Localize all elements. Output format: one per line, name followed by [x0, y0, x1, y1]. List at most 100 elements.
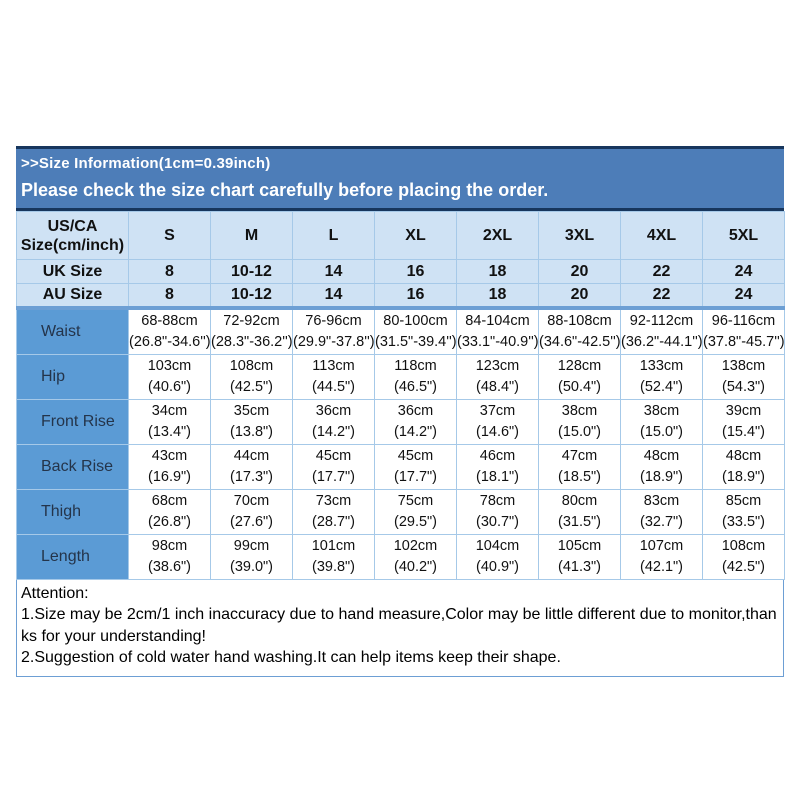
corner-line2: Size(cm/inch) — [20, 236, 125, 254]
measurement-cm: 99cm — [233, 537, 270, 554]
measurement-cell: 37cm (14.6") — [456, 398, 539, 445]
size-header-row: US/CA Size(cm/inch) S M L XL 2XL 3XL 4XL 5XL — [16, 211, 785, 260]
measurement-cell: 72-92cm (28.3"-36.2'') — [210, 307, 293, 355]
measurement-cm: 35cm — [233, 402, 270, 419]
measurement-cell: 99cm (39.0") — [210, 533, 293, 580]
size-value-cell: 22 — [620, 259, 703, 284]
row-label: Thigh — [16, 488, 129, 535]
measurement-cell: 68cm (26.8") — [128, 488, 211, 535]
measurement-cell: 78cm (30.7") — [456, 488, 539, 535]
measurement-cell: 96-116cm (37.8"-45.7'') — [702, 307, 785, 355]
size-value-cell: 18 — [456, 283, 539, 310]
size-header-cell: 5XL — [702, 211, 785, 260]
measurement-cell: 35cm (13.8") — [210, 398, 293, 445]
measurement-inch: (14.2") — [311, 423, 356, 440]
measurement-cm: 123cm — [475, 357, 520, 374]
row-label: Waist — [16, 307, 129, 355]
measurement-row: Thigh 68cm (26.8") 70cm (27.6") 73cm (28.7") 75… — [16, 488, 785, 535]
measurement-inch: (29.9"-37.8'') — [293, 333, 375, 350]
measurement-cell: 133cm (52.4") — [620, 353, 703, 400]
measurement-inch: (17.7") — [311, 468, 356, 485]
measurement-cell: 46cm (18.1") — [456, 443, 539, 490]
measurement-cell: 105cm (41.3") — [538, 533, 621, 580]
measurement-cm: 103cm — [147, 357, 192, 374]
attention-line: ks for your understanding! — [21, 627, 206, 645]
measurement-inch: (38.6") — [147, 558, 192, 575]
measurement-cm: 104cm — [475, 537, 520, 554]
measurement-cm: 68-88cm — [141, 312, 198, 329]
measurement-cell: 88-108cm (34.6"-42.5'') — [538, 307, 621, 355]
measurement-inch: (40.2") — [393, 558, 438, 575]
measurement-cm: 38cm — [643, 402, 680, 419]
measurement-cm: 105cm — [557, 537, 602, 554]
measurement-cm: 98cm — [151, 537, 188, 554]
banner-title: >>Size Information(1cm=0.39inch) — [21, 155, 271, 172]
measurement-cell: 73cm (28.7") — [292, 488, 375, 535]
measurement-cell: 92-112cm (36.2"-44.1'') — [620, 307, 703, 355]
measurement-inch: (42.5") — [721, 558, 766, 575]
measurement-inch: (14.6") — [475, 423, 520, 440]
measurement-cm: 118cm — [394, 357, 437, 374]
measurement-cell: 68-88cm (26.8"-34.6'') — [128, 307, 211, 355]
measurement-inch: (13.4") — [147, 423, 192, 440]
size-value-cell: 10-12 — [210, 259, 293, 284]
measurement-cm: 48cm — [643, 447, 680, 464]
measurement-inch: (30.7") — [475, 513, 520, 530]
measurement-cell: 70cm (27.6") — [210, 488, 293, 535]
measurement-cell: 107cm (42.1") — [620, 533, 703, 580]
measurement-inch: (34.6"-42.5'') — [539, 333, 621, 350]
measurement-cell: 80cm (31.5") — [538, 488, 621, 535]
size-value-cell: 24 — [702, 259, 785, 284]
corner-line1: US/CA — [47, 217, 98, 235]
measurement-inch: (17.3") — [229, 468, 274, 485]
measurement-inch: (32.7") — [639, 513, 684, 530]
measurement-cm: 96-116cm — [711, 312, 776, 329]
size-header-cell: 3XL — [538, 211, 621, 260]
measurement-cell: 47cm (18.5") — [538, 443, 621, 490]
attention-line: 2.Suggestion of cold water hand washing.… — [21, 649, 561, 666]
measurement-cell: 83cm (32.7") — [620, 488, 703, 535]
measurement-inch: (28.3"-36.2'') — [211, 333, 293, 350]
measurement-inch: (44.5") — [311, 378, 356, 395]
measurement-cell: 85cm (33.5") — [702, 488, 785, 535]
measurement-cell: 84-104cm (33.1"-40.9'') — [456, 307, 539, 355]
measurement-inch: (46.5") — [393, 378, 438, 395]
measurement-inch: (18.1") — [475, 468, 520, 485]
measurement-row: Waist 68-88cm (26.8"-34.6'') 72-92cm (28.3"-… — [16, 307, 785, 355]
measurement-cell: 39cm (15.4") — [702, 398, 785, 445]
measurement-inch: (28.7") — [311, 513, 356, 530]
measurement-inch: (39.0") — [229, 558, 274, 575]
measurement-cell: 113cm (44.5") — [292, 353, 375, 400]
measurement-inch: (18.5") — [557, 468, 602, 485]
measurement-row: Hip 103cm (40.6") 108cm (42.5") 113cm (44.5") 1… — [16, 353, 785, 400]
size-value-cell: 8 — [128, 259, 211, 284]
measurement-inch: (31.5"-39.4'') — [375, 333, 457, 350]
size-value-cell: 22 — [620, 283, 703, 310]
measurement-inch: (54.3") — [721, 378, 766, 395]
measurement-inch: (14.2") — [393, 423, 438, 440]
measurement-cm: 36cm — [315, 402, 352, 419]
measurement-row: Length 98cm (38.6") 99cm (39.0") 101cm (39.8")… — [16, 533, 785, 580]
measurement-inch: (27.6") — [229, 513, 274, 530]
size-value-cell: 20 — [538, 283, 621, 310]
measurement-cm: 80cm — [561, 492, 598, 509]
measurement-cm: 113cm — [312, 357, 355, 374]
size-value-cell: 24 — [702, 283, 785, 310]
corner-cell: US/CA Size(cm/inch) — [16, 211, 129, 260]
measurement-inch: (15.4") — [721, 423, 766, 440]
measurement-cell: 80-100cm (31.5"-39.4'') — [374, 307, 457, 355]
measurement-inch: (15.0") — [639, 423, 684, 440]
measurement-cm: 133cm — [639, 357, 684, 374]
measurement-cm: 44cm — [233, 447, 270, 464]
size-header-cell: 4XL — [620, 211, 703, 260]
measurement-cell: 38cm (15.0") — [620, 398, 703, 445]
measurement-inch: (40.6") — [147, 378, 192, 395]
row-label: Length — [16, 533, 129, 580]
measurement-cm: 83cm — [643, 492, 680, 509]
measurement-cm: 39cm — [725, 402, 762, 419]
measurement-cell: 98cm (38.6") — [128, 533, 211, 580]
measurement-cm: 92-112cm — [629, 312, 694, 329]
measurement-inch: (33.5") — [721, 513, 766, 530]
measurement-cm: 73cm — [315, 492, 352, 509]
measurement-cm: 48cm — [725, 447, 762, 464]
